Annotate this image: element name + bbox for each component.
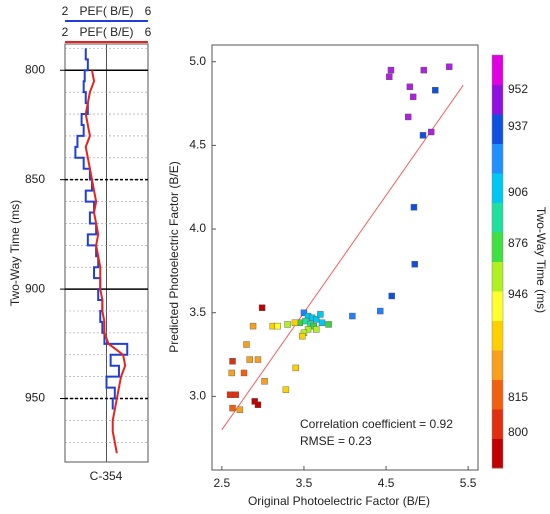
point	[254, 356, 262, 363]
point	[411, 260, 418, 268]
point	[313, 326, 320, 333]
colorbar-label: Two-Way Time (ms)	[534, 207, 548, 313]
y-tick-label: 800	[25, 62, 45, 76]
colorbar-band	[492, 379, 503, 410]
plot-frame	[211, 44, 479, 471]
colorbar-band	[492, 232, 503, 262]
point	[243, 341, 250, 348]
y-tick-label: 5.0	[189, 54, 206, 68]
y-tick-label: 3.0	[189, 389, 206, 403]
colorbar-label: 800	[508, 425, 528, 439]
point	[387, 66, 395, 74]
x-tick-label: 3.5	[296, 476, 313, 490]
point	[300, 309, 308, 316]
colorbar-label: 946	[508, 287, 528, 301]
colorbar-label: 952	[508, 82, 528, 96]
point	[229, 404, 236, 412]
point	[261, 378, 268, 385]
annotation: Correlation coefficient = 0.92	[300, 417, 453, 431]
x-tick-label: 5.5	[460, 476, 477, 490]
point	[249, 322, 257, 330]
point	[386, 73, 393, 80]
colorbar-band	[492, 143, 503, 174]
point	[282, 386, 290, 393]
point	[292, 364, 299, 372]
point	[313, 316, 320, 323]
point	[377, 307, 384, 315]
y-axis-label: Two-Way Time (ms)	[8, 200, 22, 306]
point	[432, 86, 439, 94]
point	[291, 319, 299, 326]
log-curve	[84, 70, 127, 454]
point	[419, 132, 427, 139]
header-tick: 2	[62, 4, 69, 18]
point	[258, 304, 266, 311]
colorbar-label: 876	[508, 236, 528, 250]
colorbar-band	[492, 409, 503, 439]
colorbar-band	[492, 114, 503, 144]
log-curve	[74, 48, 129, 410]
header-tick: 2	[62, 25, 69, 39]
point	[284, 321, 291, 328]
x-axis-label: Original Photoelectric Factor (B/E)	[248, 494, 430, 508]
point	[420, 66, 428, 74]
point	[428, 128, 435, 136]
header-tick: 6	[145, 4, 152, 18]
colorbar-band	[492, 84, 503, 115]
colorbar-band	[492, 291, 503, 321]
point	[388, 292, 395, 300]
y-tick-label: 950	[25, 391, 45, 405]
point	[349, 312, 356, 320]
colorbar-band	[492, 55, 503, 85]
point	[325, 321, 332, 328]
header-tick: 6	[145, 25, 152, 39]
y-tick-label: 900	[25, 281, 45, 295]
point	[251, 398, 258, 405]
y-tick-label: 850	[25, 172, 45, 186]
colorbar-band	[492, 173, 503, 203]
point	[226, 391, 234, 398]
colorbar-band	[492, 350, 503, 380]
header-label: PEF( B/E)	[79, 25, 133, 39]
point	[240, 369, 248, 377]
annotation: RMSE = 0.23	[300, 434, 372, 448]
y-tick-label: 3.5	[189, 305, 206, 319]
point	[254, 401, 262, 408]
point	[409, 93, 417, 101]
track-label: C-354	[90, 469, 123, 483]
colorbar-label: 815	[508, 390, 528, 404]
y-tick-label: 4.0	[189, 221, 206, 235]
point	[228, 369, 235, 377]
point	[304, 326, 312, 333]
point	[246, 356, 253, 363]
point	[236, 406, 244, 413]
colorbar-band	[492, 438, 503, 469]
y-axis-label: Predicted Photoelectric Factor (B/E)	[167, 161, 181, 352]
point	[317, 311, 324, 318]
point	[274, 322, 281, 330]
point	[446, 63, 453, 70]
point	[229, 358, 236, 365]
colorbar-band	[492, 320, 503, 351]
y-tick-label: 4.5	[189, 138, 206, 152]
point	[405, 113, 412, 121]
x-tick-label: 2.5	[214, 476, 231, 490]
header-label: PEF( B/E)	[79, 4, 133, 18]
point	[299, 332, 306, 340]
fit-line	[221, 84, 464, 431]
colorbar-band	[492, 261, 503, 292]
colorbar-label: 937	[508, 119, 528, 133]
point	[232, 391, 240, 398]
colorbar-frame	[491, 54, 504, 469]
colorbar-label: 906	[508, 185, 528, 199]
x-tick-label: 4.5	[378, 476, 395, 490]
point	[318, 319, 326, 326]
colorbar-band	[492, 202, 503, 233]
point	[410, 204, 418, 211]
point	[406, 83, 414, 91]
